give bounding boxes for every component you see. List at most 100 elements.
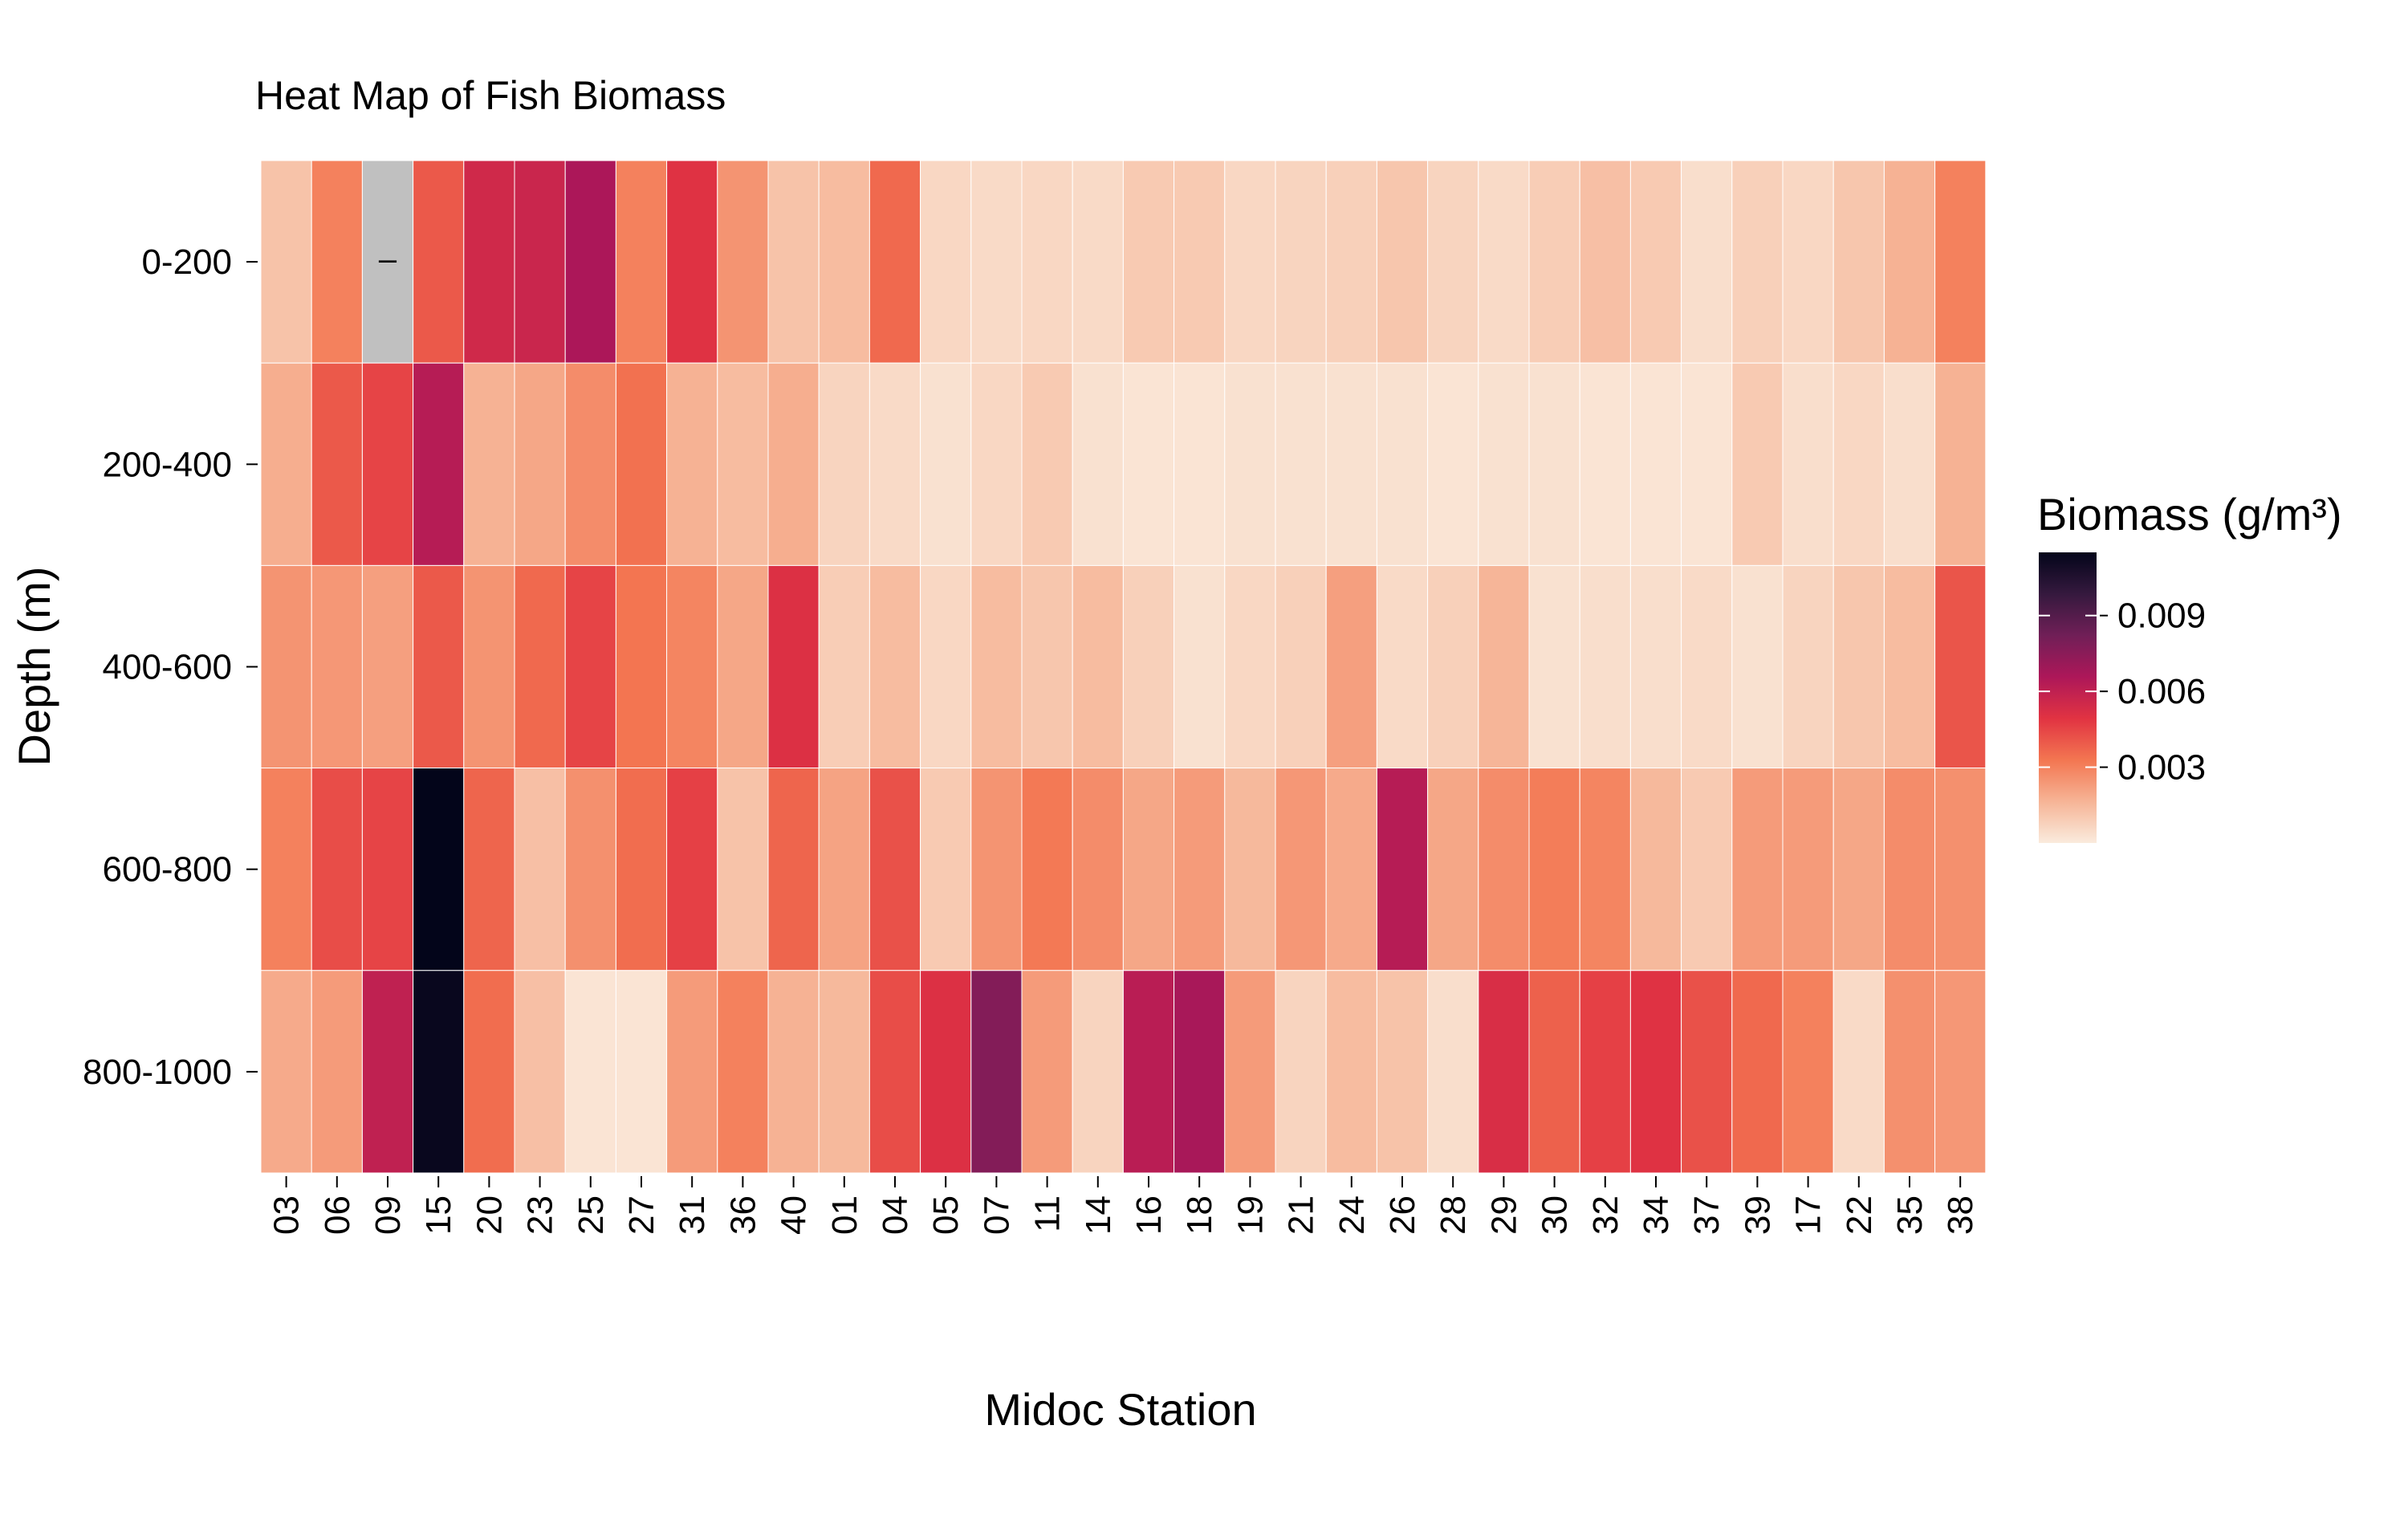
heatmap-cell <box>1731 970 1784 1174</box>
x-tick-label: 35 <box>1890 1195 1930 1235</box>
heatmap-cell <box>564 564 616 769</box>
heatmap-cell <box>868 564 921 769</box>
heatmap-cell <box>1629 160 1682 364</box>
heatmap-cell <box>1224 362 1276 566</box>
heatmap-cell <box>1731 768 1784 971</box>
x-tick-label: 09 <box>368 1195 408 1235</box>
heatmap-cell <box>1427 362 1479 566</box>
heatmap-cell <box>767 362 820 566</box>
heatmap-cell <box>1832 970 1885 1174</box>
heatmap-cell <box>260 768 312 971</box>
heatmap-cell <box>361 970 414 1174</box>
x-tick-label: 29 <box>1484 1195 1523 1235</box>
heatmap-cell <box>1072 768 1124 971</box>
heatmap-cells: – <box>260 160 1987 1174</box>
heatmap-cell <box>1275 970 1327 1174</box>
x-tick-label: 39 <box>1738 1195 1777 1235</box>
heatmap-cell <box>970 564 1023 769</box>
x-tick-label: 30 <box>1536 1195 1575 1235</box>
x-tick-label: 24 <box>1332 1195 1372 1235</box>
heatmap-cell <box>1021 768 1073 971</box>
x-tick-label: 32 <box>1586 1195 1625 1235</box>
heatmap-cell <box>1224 970 1276 1174</box>
heatmap-cell <box>1681 970 1733 1174</box>
heatmap-cell <box>1681 160 1733 364</box>
heatmap-cell <box>920 564 972 769</box>
heatmap-cell <box>1122 362 1175 566</box>
heatmap-cell <box>868 970 921 1174</box>
heatmap-cell <box>1021 160 1073 364</box>
heatmap-cell <box>311 768 363 971</box>
heatmap-cell <box>311 970 363 1174</box>
x-tick-label: 07 <box>977 1195 1016 1235</box>
heatmap-cell <box>1122 970 1175 1174</box>
x-tick-label: 34 <box>1637 1195 1676 1235</box>
x-tick-label: 18 <box>1180 1195 1219 1235</box>
heatmap-cell <box>311 564 363 769</box>
heatmap-cell <box>260 564 312 769</box>
heatmap-cell <box>260 362 312 566</box>
x-tick-label: 17 <box>1789 1195 1828 1235</box>
heatmap-cell <box>514 362 566 566</box>
heatmap-cell <box>1376 160 1429 364</box>
heatmap-cell <box>767 160 820 364</box>
heatmap-cell <box>514 160 566 364</box>
heatmap-cell <box>311 160 363 364</box>
heatmap-cell <box>1883 160 1936 364</box>
heatmap-cell <box>1173 160 1226 364</box>
heatmap-cell <box>1934 564 1987 769</box>
heatmap-cell <box>666 160 718 364</box>
heatmap-cell <box>1325 970 1377 1174</box>
x-tick-label: 38 <box>1941 1195 1980 1235</box>
heatmap-cell <box>666 564 718 769</box>
x-axis-title: Midoc Station <box>984 1384 1256 1435</box>
heatmap-cell <box>413 970 465 1174</box>
heatmap-cell <box>818 362 870 566</box>
y-axis-title: Depth (m) <box>9 567 59 767</box>
heatmap-cell <box>1579 564 1631 769</box>
heatmap-cell <box>1731 160 1784 364</box>
x-tick-label: 27 <box>622 1195 661 1235</box>
heatmap-cell <box>1122 160 1175 364</box>
heatmap-cell <box>1072 970 1124 1174</box>
heatmap-cell <box>1376 564 1429 769</box>
heatmap-cell <box>1832 160 1885 364</box>
heatmap-cell <box>920 362 972 566</box>
heatmap-cell <box>1782 564 1834 769</box>
heatmap-cell <box>920 160 972 364</box>
heatmap-cell <box>260 970 312 1174</box>
legend-colorbar <box>2039 552 2097 843</box>
y-tick-label: 0-200 <box>141 242 232 282</box>
heatmap-cell <box>1122 564 1175 769</box>
heatmap-cell <box>1832 768 1885 971</box>
x-tick-label: 22 <box>1840 1195 1879 1235</box>
heatmap-cell-missing <box>361 160 414 364</box>
heatmap-cell <box>1122 768 1175 971</box>
heatmap-cell <box>514 970 566 1174</box>
x-tick-label: 04 <box>876 1195 915 1235</box>
x-axis: 03 06 09 15 20 23 25 27 31 36 40 01 04 05 07 11 14 16 18 19… <box>267 1176 1980 1235</box>
heatmap-cell <box>1376 362 1429 566</box>
heatmap-cell <box>1224 768 1276 971</box>
y-tick-label: 600-800 <box>103 850 232 890</box>
heatmap-cell <box>868 362 921 566</box>
heatmap-cell <box>1427 970 1479 1174</box>
heatmap-cell <box>1782 970 1834 1174</box>
heatmap-cell <box>514 564 566 769</box>
heatmap-cell <box>920 970 972 1174</box>
x-tick-label: 11 <box>1028 1195 1068 1232</box>
heatmap-cell <box>615 160 668 364</box>
heatmap-cell <box>1629 564 1682 769</box>
color-legend: Biomass (g/m³) 0.003 0.006 0.009 <box>2037 489 2342 843</box>
heatmap-cell <box>1478 970 1530 1174</box>
heatmap-cell <box>615 362 668 566</box>
x-tick-label: 28 <box>1434 1195 1473 1235</box>
heatmap-cell <box>1224 160 1276 364</box>
heatmap-cell <box>1681 768 1733 971</box>
heatmap-cell <box>1528 362 1580 566</box>
heatmap-cell <box>1883 768 1936 971</box>
heatmap-cell <box>463 970 515 1174</box>
legend-title: Biomass (g/m³) <box>2037 489 2342 540</box>
